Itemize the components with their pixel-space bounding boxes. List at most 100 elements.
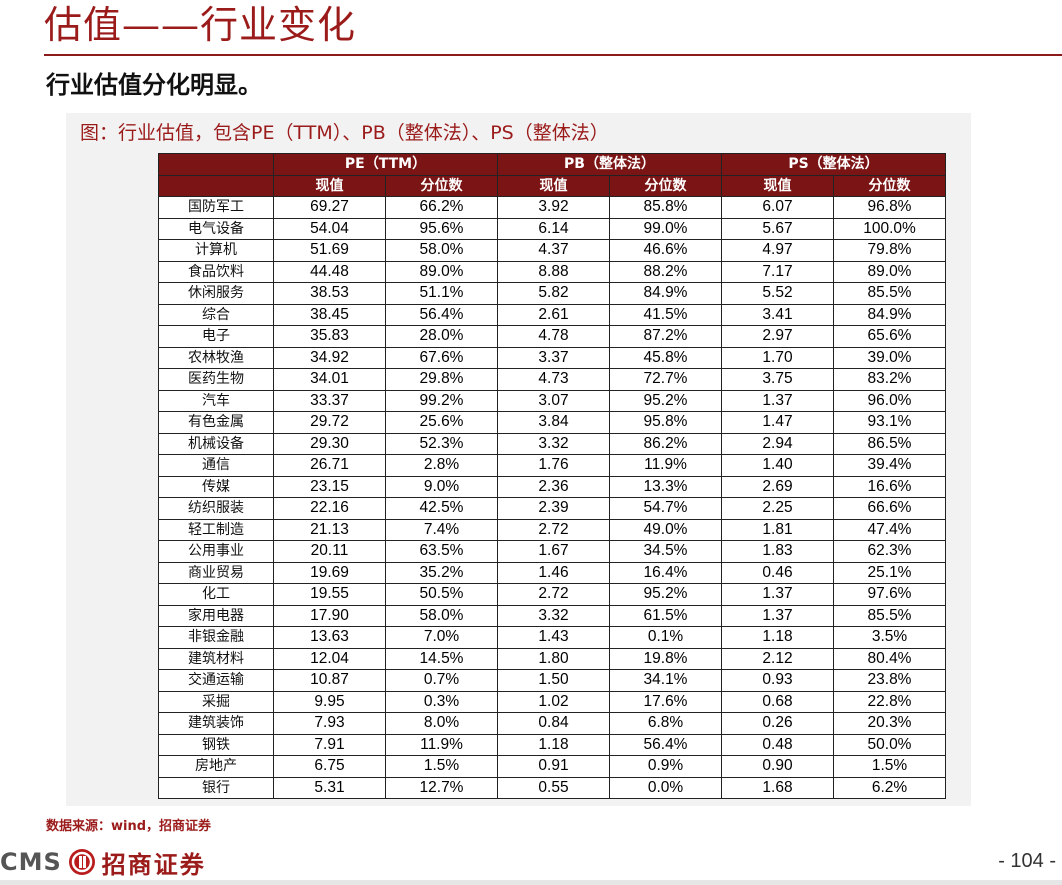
value-cell: 80.4% [833, 647, 946, 670]
table-row: 综合 38.45 56.4% 2.61 41.5% 3.41 84.9% [158, 303, 946, 326]
value-cell: 7.4% [385, 518, 498, 541]
value-cell: 3.75 [721, 368, 834, 391]
value-cell: 1.68 [721, 776, 834, 799]
logo-chinese: 招商证券 [101, 849, 206, 879]
value-cell: 45.8% [609, 346, 722, 369]
value-cell: 61.5% [609, 604, 722, 627]
table-row: 建筑材料 12.04 14.5% 1.80 19.8% 2.12 80.4% [158, 647, 946, 670]
industry-cell: 电子 [158, 325, 274, 348]
industry-cell: 汽车 [158, 389, 274, 412]
value-cell: 6.07 [721, 196, 834, 219]
table-row: 商业贸易 19.69 35.2% 1.46 16.4% 0.46 25.1% [158, 561, 946, 584]
value-cell: 38.45 [273, 303, 386, 326]
value-cell: 23.8% [833, 669, 946, 692]
value-cell: 2.97 [721, 325, 834, 348]
value-cell: 1.37 [721, 389, 834, 412]
value-cell: 0.26 [721, 712, 834, 735]
table-row: 非银金融 13.63 7.0% 1.43 0.1% 1.18 3.5% [158, 626, 946, 649]
table-row: 建筑装饰 7.93 8.0% 0.84 6.8% 0.26 20.3% [158, 712, 946, 735]
value-cell: 93.1% [833, 411, 946, 434]
value-cell: 56.4% [385, 303, 498, 326]
value-cell: 0.3% [385, 690, 498, 713]
sub-header: 现值 [273, 174, 386, 197]
value-cell: 20.11 [273, 540, 386, 563]
value-cell: 0.84 [497, 712, 610, 735]
value-cell: 3.84 [497, 411, 610, 434]
value-cell: 54.7% [609, 497, 722, 520]
value-cell: 46.6% [609, 239, 722, 262]
value-cell: 51.1% [385, 282, 498, 305]
value-cell: 1.5% [833, 755, 946, 778]
value-cell: 84.9% [609, 282, 722, 305]
value-cell: 63.5% [385, 540, 498, 563]
value-cell: 22.16 [273, 497, 386, 520]
value-cell: 1.37 [721, 604, 834, 627]
value-cell: 4.73 [497, 368, 610, 391]
page-title: 估值——行业变化 [44, 3, 357, 47]
logo-emblem-icon [68, 849, 95, 875]
industry-cell: 食品饮料 [158, 260, 274, 283]
value-cell: 2.36 [497, 475, 610, 498]
value-cell: 7.91 [273, 733, 386, 756]
value-cell: 17.6% [609, 690, 722, 713]
value-cell: 0.46 [721, 561, 834, 584]
value-cell: 1.81 [721, 518, 834, 541]
table-row: 房地产 6.75 1.5% 0.91 0.9% 0.90 1.5% [158, 755, 946, 778]
value-cell: 7.93 [273, 712, 386, 735]
value-cell: 79.8% [833, 239, 946, 262]
value-cell: 4.78 [497, 325, 610, 348]
value-cell: 25.1% [833, 561, 946, 584]
value-cell: 85.5% [833, 604, 946, 627]
industry-cell: 休闲服务 [158, 282, 274, 305]
value-cell: 99.0% [609, 217, 722, 240]
value-cell: 34.1% [609, 669, 722, 692]
value-cell: 97.6% [833, 583, 946, 606]
industry-cell: 建筑材料 [158, 647, 274, 670]
value-cell: 49.0% [609, 518, 722, 541]
value-cell: 2.61 [497, 303, 610, 326]
sub-header-row: 现值 分位数 现值 分位数 现值 分位数 [158, 174, 946, 197]
value-cell: 100.0% [833, 217, 946, 240]
value-cell: 17.90 [273, 604, 386, 627]
data-source: 数据来源：wind，招商证券 [46, 819, 212, 834]
value-cell: 5.52 [721, 282, 834, 305]
value-cell: 0.7% [385, 669, 498, 692]
value-cell: 25.6% [385, 411, 498, 434]
value-cell: 3.32 [497, 604, 610, 627]
table-row: 电气设备 54.04 95.6% 6.14 99.0% 5.67 100.0% [158, 217, 946, 240]
table-row: 公用事业 20.11 63.5% 1.67 34.5% 1.83 62.3% [158, 540, 946, 563]
value-cell: 39.4% [833, 454, 946, 477]
sub-header: 分位数 [385, 174, 498, 197]
sub-header: 分位数 [833, 174, 946, 197]
brand-logo: CMS 招商证券 [0, 842, 206, 882]
industry-cell: 轻工制造 [158, 518, 274, 541]
value-cell: 16.4% [609, 561, 722, 584]
value-cell: 1.37 [721, 583, 834, 606]
value-cell: 0.48 [721, 733, 834, 756]
value-cell: 0.1% [609, 626, 722, 649]
table-row: 汽车 33.37 99.2% 3.07 95.2% 1.37 96.0% [158, 389, 946, 412]
value-cell: 85.5% [833, 282, 946, 305]
table-row: 有色金属 29.72 25.6% 3.84 95.8% 1.47 93.1% [158, 411, 946, 434]
value-cell: 35.83 [273, 325, 386, 348]
industry-cell: 医药生物 [158, 368, 274, 391]
page-number: - 104 - [998, 850, 1056, 872]
value-cell: 2.69 [721, 475, 834, 498]
value-cell: 5.31 [273, 776, 386, 799]
table-row: 轻工制造 21.13 7.4% 2.72 49.0% 1.81 47.4% [158, 518, 946, 541]
value-cell: 86.5% [833, 432, 946, 455]
value-cell: 1.5% [385, 755, 498, 778]
value-cell: 95.8% [609, 411, 722, 434]
value-cell: 34.5% [609, 540, 722, 563]
value-cell: 58.0% [385, 604, 498, 627]
value-cell: 5.67 [721, 217, 834, 240]
table-row: 钢铁 7.91 11.9% 1.18 56.4% 0.48 50.0% [158, 733, 946, 756]
value-cell: 1.47 [721, 411, 834, 434]
value-cell: 22.8% [833, 690, 946, 713]
value-cell: 44.48 [273, 260, 386, 283]
industry-cell: 交通运输 [158, 669, 274, 692]
value-cell: 26.71 [273, 454, 386, 477]
value-cell: 4.37 [497, 239, 610, 262]
value-cell: 12.7% [385, 776, 498, 799]
value-cell: 3.32 [497, 432, 610, 455]
